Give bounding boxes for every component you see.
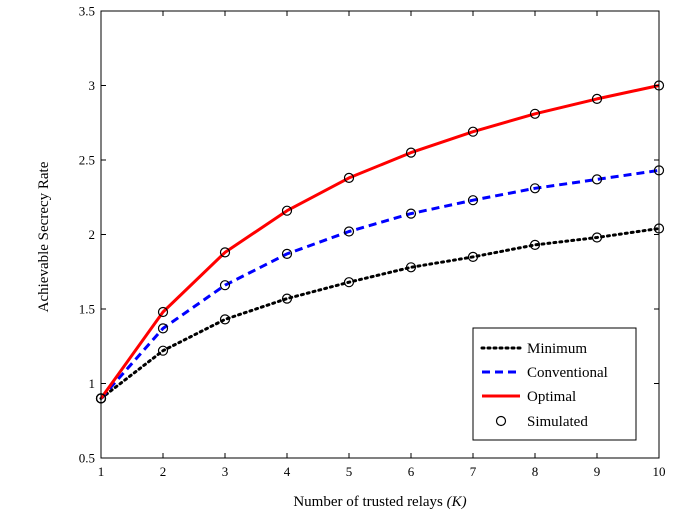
simulated-marker: [405, 208, 417, 219]
x-tick-label: 7: [470, 464, 477, 479]
axes: 1 2 3 4 5 6 7 8 9 100.511.522.533.5: [79, 4, 666, 480]
x-tick-label: 6: [408, 464, 415, 479]
simulated-marker: [281, 293, 293, 304]
y-tick-label: 3.5: [79, 4, 95, 19]
y-tick-label: 1: [89, 376, 96, 391]
x-tick-label: 5: [346, 464, 353, 479]
simulated-marker: [591, 232, 603, 243]
series-line-conventional: [99, 168, 660, 400]
y-tick-label: 0.5: [79, 451, 95, 466]
series-line-minimum: [99, 227, 661, 400]
simulated-marker: [591, 174, 603, 185]
legend: Minimum Conventional Optimal Simulated: [472, 327, 637, 441]
y-axis-label: Achievable Secrecy Rate: [36, 161, 52, 312]
x-tick-label: 3: [222, 464, 229, 479]
y-tick-label: 1.5: [79, 302, 95, 317]
x-axis-label-symbol: (K): [447, 494, 467, 510]
simulated-marker: [467, 126, 479, 137]
simulated-marker: [343, 226, 355, 237]
simulated-marker: [591, 93, 603, 105]
y-tick-label: 2.5: [79, 153, 95, 168]
simulated-marker: [219, 314, 231, 325]
x-tick-label: 2: [160, 464, 167, 479]
y-tick-label: 2: [89, 227, 96, 242]
simulated-marker: [157, 323, 169, 334]
legend-swatch-simulated: [495, 415, 507, 427]
x-tick-label: 4: [284, 464, 291, 479]
simulated-marker: [467, 251, 479, 262]
legend-label-simulated: Simulated: [527, 414, 588, 430]
x-axis-label-text: Number of trusted relays: [293, 494, 443, 510]
series-line-optimal: [99, 84, 660, 400]
y-tick-label: 3: [89, 78, 96, 93]
x-tick-label: 8: [532, 464, 539, 479]
simulated-marker: [529, 183, 541, 194]
simulated-marker: [343, 277, 355, 288]
series-lines: [99, 84, 661, 400]
simulated-marker: [281, 248, 293, 259]
simulated-marker: [529, 108, 541, 119]
simulated-marker: [281, 205, 293, 216]
simulated-marker: [467, 195, 479, 206]
simulated-marker: [405, 147, 417, 158]
simulated-marker: [405, 262, 417, 273]
simulated-marker: [219, 280, 231, 291]
simulated-markers: [95, 80, 665, 404]
legend-label-conventional: Conventional: [527, 365, 608, 381]
legend-label-minimum: Minimum: [527, 341, 587, 357]
x-tick-label: 10: [653, 464, 666, 479]
x-tick-label: 9: [594, 464, 601, 479]
simulated-marker: [529, 239, 541, 250]
simulated-marker: [157, 306, 169, 318]
x-axis-label: Number of trusted relays (K): [293, 494, 466, 510]
simulated-marker: [157, 345, 169, 356]
legend-label-optimal: Optimal: [527, 389, 576, 405]
simulated-marker: [343, 172, 355, 183]
x-tick-label: 1: [98, 464, 105, 479]
simulated-marker: [219, 247, 231, 258]
